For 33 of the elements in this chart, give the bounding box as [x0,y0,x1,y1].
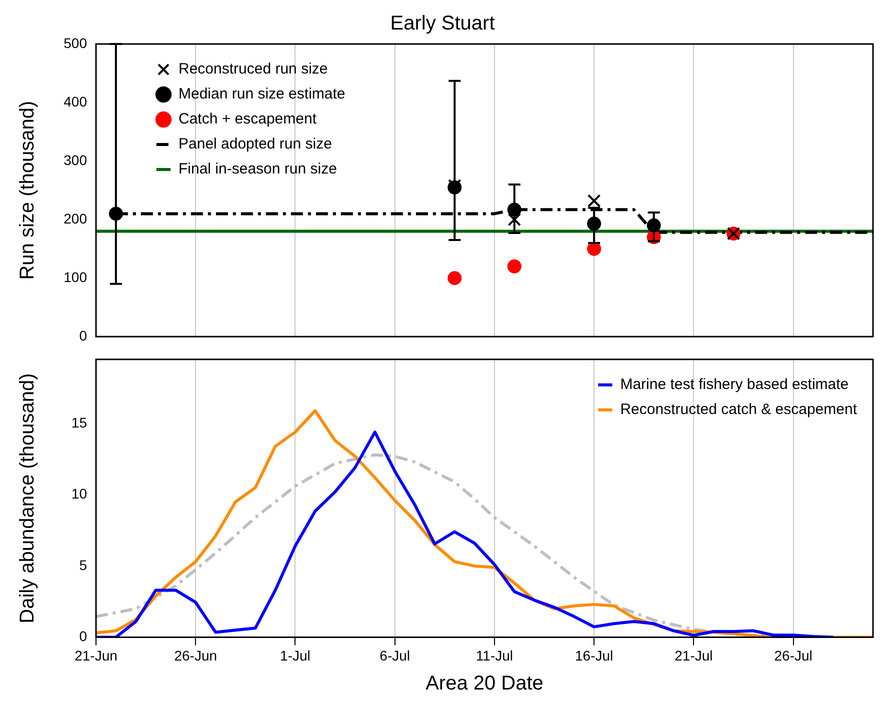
y-tick-label: 500 [64,34,88,51]
x-tick-label: 26-Jun [174,647,218,664]
chart-title: Early Stuart [390,12,496,35]
legend-label: Reconstructed catch & escapement [620,401,858,418]
x-tick-label: 1-Jul [280,647,310,664]
y-tick-label: 0 [79,327,88,344]
y-tick-label: 200 [64,210,88,226]
y-axis-title: Run size (thousand) [16,100,39,280]
legend-label: Panel adopted run size [178,136,332,153]
y-tick-label: 400 [64,93,88,110]
point [448,271,462,286]
y-tick-label: 15 [71,414,88,430]
legend-label: Marine test fishery based estimate [620,376,849,394]
x-axis-title: Area 20 Date [426,672,544,695]
point [587,194,601,208]
legend-label: Reconstruced run size [178,60,328,78]
x-tick-label: 11-Jul [476,647,514,664]
y-axis-title: Daily abundance (thousand) [16,373,39,624]
y-tick-label: 5 [79,556,88,573]
point [507,259,522,274]
x-tick-label: 16-Jul [575,647,614,664]
legend-label: Final in-season run size [178,160,337,178]
x-tick-label: 6-Jul [380,647,410,664]
legend-label: Catch + escapement [178,110,318,128]
x-tick-label: 21-Jun [74,647,118,664]
x-tick-label: 21-Jul [674,647,713,664]
x-tick-label: 26-Jul [774,647,812,664]
y-tick-label: 10 [71,486,88,502]
y-tick-label: 300 [64,152,88,168]
legend-label: Median run size estimate [178,86,346,103]
y-tick-label: 0 [79,628,88,644]
y-tick-label: 100 [64,268,88,285]
point [508,212,522,226]
